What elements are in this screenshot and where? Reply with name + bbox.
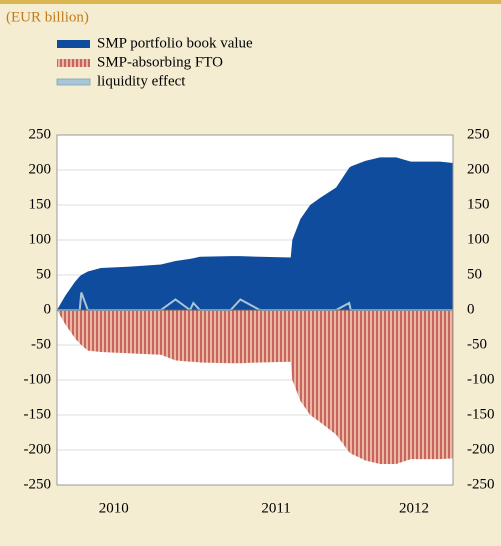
top-bar (0, 0, 501, 4)
y2-tick-label: -50 (467, 336, 487, 352)
y2-tick-label: -250 (467, 476, 495, 492)
x-tick-label: 2010 (99, 500, 129, 516)
y-tick-label: 50 (36, 266, 51, 282)
legend-label: SMP-absorbing FTO (97, 54, 223, 70)
plot-frame (56, 134, 454, 486)
legend-swatch (57, 40, 90, 48)
y-tick-label: -150 (24, 406, 52, 422)
y2-tick-label: 200 (467, 161, 490, 177)
chart-subtitle: (EUR billion) (6, 9, 89, 25)
y-tick-label: 200 (29, 161, 52, 177)
y2-tick-label: 100 (467, 231, 490, 247)
y2-tick-label: 50 (467, 266, 482, 282)
y2-tick-label: 0 (467, 301, 475, 317)
y2-tick-label: -150 (467, 406, 495, 422)
y-tick-label: 250 (29, 126, 52, 142)
y2-tick-label: -100 (467, 371, 495, 387)
y-tick-label: -250 (24, 476, 52, 492)
area (57, 157, 453, 310)
y-tick-label: -200 (24, 441, 52, 457)
y2-tick-label: 250 (467, 126, 490, 142)
x-tick-label: 2012 (399, 500, 429, 516)
y-tick-label: -100 (24, 371, 52, 387)
legend-label: SMP portfolio book value (97, 35, 253, 51)
area (57, 310, 453, 464)
y-tick-label: 0 (44, 301, 52, 317)
legend-label: liquidity effect (97, 73, 186, 89)
y-tick-label: -50 (31, 336, 51, 352)
x-tick-label: 2011 (261, 500, 290, 516)
y-tick-label: 150 (29, 196, 52, 212)
legend-swatch (56, 78, 91, 86)
y2-tick-label: 150 (467, 196, 490, 212)
legend-swatch (57, 59, 90, 67)
y2-tick-label: -200 (467, 441, 495, 457)
y-tick-label: 100 (29, 231, 52, 247)
